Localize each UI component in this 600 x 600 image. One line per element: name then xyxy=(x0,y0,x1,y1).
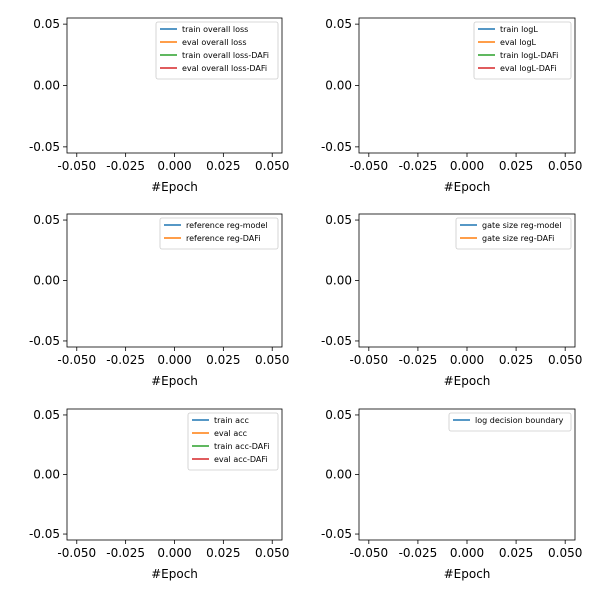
legend-entry: train logL xyxy=(500,25,538,34)
y-tick-label: 0.05 xyxy=(33,213,60,227)
legend-box xyxy=(455,217,572,250)
legend-entry: train acc xyxy=(214,416,249,425)
x-axis-label: #Epoch xyxy=(151,374,198,388)
legend: train logL eval logL train logL-DAFi eval l… xyxy=(473,21,572,80)
x-tick-label: 0.025 xyxy=(206,546,240,560)
x-tick-label: 0.050 xyxy=(255,353,289,367)
subplot-4: -0.050 -0.025 0.000 0.025 0.050 -0.05 0.00 0.05… xyxy=(321,213,582,388)
legend-entry: eval overall loss-DAFi xyxy=(182,64,267,73)
legend: log decision boundary xyxy=(448,412,572,432)
y-tick-label: 0.05 xyxy=(325,17,352,31)
legend-entry: gate size reg-DAFi xyxy=(482,234,554,243)
x-tick-label: 0.050 xyxy=(255,159,289,173)
legend: gate size reg-model gate size reg-DAFi xyxy=(455,217,572,250)
legend-entry: eval logL-DAFi xyxy=(500,64,556,73)
x-tick-label: 0.000 xyxy=(157,546,191,560)
subplot-3: -0.050 -0.025 0.000 0.025 0.050 -0.05 0.00 0.05… xyxy=(29,213,289,388)
legend-entry: eval overall loss xyxy=(182,38,247,47)
y-tick-label: -0.05 xyxy=(321,140,352,154)
x-tick-label: -0.025 xyxy=(399,546,438,560)
legend-box xyxy=(187,412,279,471)
x-tick-label: 0.050 xyxy=(548,353,582,367)
x-tick-label: 0.025 xyxy=(499,159,533,173)
x-tick-label: 0.050 xyxy=(548,159,582,173)
y-tick-label: 0.00 xyxy=(325,468,352,482)
y-tick-label: 0.05 xyxy=(325,213,352,227)
y-tick-label: 0.00 xyxy=(33,274,60,288)
legend-entry: train overall loss xyxy=(182,25,248,34)
x-axis-label: #Epoch xyxy=(151,180,198,194)
legend-box xyxy=(155,21,279,80)
x-tick-label: 0.050 xyxy=(548,546,582,560)
legend-entry: eval acc-DAFi xyxy=(214,455,268,464)
legend-entry: reference reg-DAFi xyxy=(186,234,260,243)
x-tick-label: -0.050 xyxy=(57,546,96,560)
legend-entry: log decision boundary xyxy=(475,416,564,425)
legend-entry: train overall loss-DAFi xyxy=(182,51,269,60)
legend-entry: train logL-DAFi xyxy=(500,51,558,60)
x-tick-label: -0.025 xyxy=(106,353,145,367)
x-tick-label: 0.000 xyxy=(157,353,191,367)
x-tick-label: -0.050 xyxy=(57,353,96,367)
subplot-5: -0.050 -0.025 0.000 0.025 0.050 -0.05 0.00 0.05… xyxy=(29,408,289,581)
subplot-2: -0.050 -0.025 0.000 0.025 0.050 -0.05 0.00 0.05… xyxy=(321,17,582,194)
x-tick-label: 0.050 xyxy=(255,546,289,560)
x-tick-label: 0.000 xyxy=(450,159,484,173)
x-tick-label: 0.025 xyxy=(499,353,533,367)
legend: train overall loss eval overall loss train… xyxy=(155,21,279,80)
y-tick-label: -0.05 xyxy=(29,140,60,154)
y-tick-label: 0.05 xyxy=(33,408,60,422)
x-axis-label: #Epoch xyxy=(444,180,491,194)
legend-entry: train acc-DAFi xyxy=(214,442,269,451)
legend-entry: gate size reg-model xyxy=(482,221,562,230)
x-tick-label: -0.025 xyxy=(106,546,145,560)
y-tick-label: 0.00 xyxy=(325,79,352,93)
x-tick-label: -0.050 xyxy=(349,353,388,367)
y-tick-label: -0.05 xyxy=(321,527,352,541)
x-axis-label: #Epoch xyxy=(151,567,198,581)
legend: reference reg-model reference reg-DAFi xyxy=(159,217,279,250)
legend-box xyxy=(473,21,572,80)
y-tick-label: -0.05 xyxy=(321,334,352,348)
subplot-1: -0.050 -0.025 0.000 0.025 0.050 -0.05 0.00 0.05… xyxy=(29,17,289,194)
x-tick-label: -0.050 xyxy=(349,159,388,173)
y-tick-label: 0.05 xyxy=(325,408,352,422)
legend-entry: eval logL xyxy=(500,38,537,47)
x-axis-label: #Epoch xyxy=(444,374,491,388)
y-tick-label: 0.00 xyxy=(33,468,60,482)
legend-box xyxy=(159,217,279,250)
legend-entry: reference reg-model xyxy=(186,221,268,230)
x-axis-label: #Epoch xyxy=(444,567,491,581)
x-tick-label: -0.050 xyxy=(349,546,388,560)
x-tick-label: -0.025 xyxy=(106,159,145,173)
y-tick-label: 0.00 xyxy=(325,274,352,288)
legend-box xyxy=(448,412,572,432)
subplot-6: -0.050 -0.025 0.000 0.025 0.050 -0.05 0.00 0.05… xyxy=(321,408,582,581)
x-tick-label: -0.025 xyxy=(399,353,438,367)
x-tick-label: 0.000 xyxy=(450,546,484,560)
x-tick-label: 0.025 xyxy=(499,546,533,560)
x-tick-label: 0.000 xyxy=(157,159,191,173)
x-tick-label: -0.025 xyxy=(399,159,438,173)
x-tick-label: -0.050 xyxy=(57,159,96,173)
legend: train acc eval acc train acc-DAFi eval acc-… xyxy=(187,412,279,471)
legend-entry: eval acc xyxy=(214,429,247,438)
y-tick-label: -0.05 xyxy=(29,334,60,348)
x-tick-label: 0.000 xyxy=(450,353,484,367)
y-tick-label: -0.05 xyxy=(29,527,60,541)
y-tick-label: 0.00 xyxy=(33,79,60,93)
x-tick-label: 0.025 xyxy=(206,159,240,173)
y-tick-label: 0.05 xyxy=(33,17,60,31)
x-tick-label: 0.025 xyxy=(206,353,240,367)
